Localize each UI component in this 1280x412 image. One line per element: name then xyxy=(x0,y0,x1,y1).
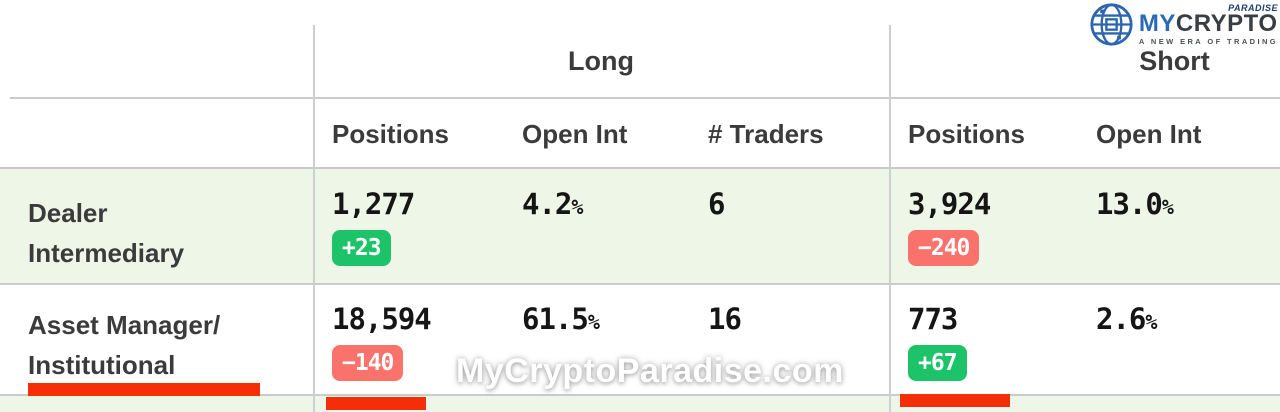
traders-value: 16 xyxy=(708,302,742,336)
cell-cutoff xyxy=(1269,285,1280,394)
cell-cutoff xyxy=(1269,169,1280,283)
percent-sign: % xyxy=(1161,195,1174,219)
red-marker-underline xyxy=(326,397,426,410)
cell-long-positions: 18,594 −140 xyxy=(313,285,503,394)
change-badge-wrap: −240 xyxy=(908,230,1077,266)
section-divider-right xyxy=(889,25,891,412)
change-badge: −240 xyxy=(908,230,980,266)
open-int-value: 4.2% xyxy=(522,187,583,221)
col-header-cutoff xyxy=(1269,97,1280,167)
cell-short-open-int: 2.6% xyxy=(1077,285,1269,394)
col-header-long-open-int: Open Int xyxy=(522,119,628,149)
red-marker-underline xyxy=(900,394,1010,407)
cell-short-positions: 773 +67 xyxy=(889,285,1077,394)
cell-short-open-int: 13.0% xyxy=(1077,169,1269,283)
logo-paradise-label: PARADISE xyxy=(1228,3,1278,13)
percent-sign: % xyxy=(571,195,583,219)
logo-text: PARADISE MYCRYPTO A NEW ERA OF TRADING xyxy=(1139,3,1278,46)
globe-icon xyxy=(1090,3,1133,46)
section-header-short: Short xyxy=(1139,45,1210,76)
open-int-value: 2.6% xyxy=(1096,302,1157,336)
row-label: Asset Manager/ Institutional xyxy=(0,285,313,394)
row-label-line: Dealer xyxy=(28,198,108,228)
open-int-value: 13.0% xyxy=(1096,187,1174,221)
table-row-dealer-intermediary: Dealer Intermediary 1,277 +23 4.2% 6 3,9… xyxy=(0,169,1280,285)
traders-value: 6 xyxy=(708,187,725,221)
header-divider-line xyxy=(10,97,1280,99)
section-header-long: Long xyxy=(568,45,634,76)
change-badge: −140 xyxy=(332,345,404,381)
change-badge-wrap: −140 xyxy=(332,345,503,381)
row-label-line: Intermediary xyxy=(28,238,185,268)
row-label: Dealer Intermediary xyxy=(0,169,313,283)
cell-short-positions: 3,924 −240 xyxy=(889,169,1077,283)
red-marker-underline xyxy=(28,383,260,396)
row-label-line: Asset Manager/ xyxy=(28,310,221,340)
row-label-line: Institutional xyxy=(28,350,176,380)
positions-value: 1,277 xyxy=(332,187,415,221)
logo-tagline: A NEW ERA OF TRADING xyxy=(1138,37,1278,46)
watermark: MyCryptoParadise.com xyxy=(456,352,844,390)
positions-value: 3,924 xyxy=(908,187,991,221)
percent-sign: % xyxy=(1145,310,1157,334)
logo-brand-name: MYCRYPTO xyxy=(1138,10,1278,37)
corner-spacer xyxy=(0,25,313,97)
table-row-partial xyxy=(0,396,1280,412)
brand-logo: PARADISE MYCRYPTO A NEW ERA OF TRADING xyxy=(1089,2,1278,47)
table-row-asset-manager-institutional: Asset Manager/ Institutional 18,594 −140… xyxy=(0,285,1280,396)
positions-value: 773 xyxy=(908,302,958,336)
change-badge: +67 xyxy=(908,345,967,381)
cell-long-open-int: 4.2% xyxy=(503,169,689,283)
col-header-short-positions: Positions xyxy=(908,119,1026,149)
col-header-short-open-int: Open Int xyxy=(1096,119,1202,149)
col-header-long-traders: # Traders xyxy=(708,119,824,149)
percent-sign: % xyxy=(587,310,600,334)
cell-long-open-int: 61.5% xyxy=(503,285,689,394)
change-badge: +23 xyxy=(332,230,391,266)
cell-long-traders: 16 xyxy=(689,285,889,394)
column-header-row: Positions Open Int # Traders Positions O… xyxy=(0,97,1280,169)
section-header-row: Long Short xyxy=(0,0,1280,97)
change-badge-wrap: +23 xyxy=(332,230,503,266)
change-badge-wrap: +67 xyxy=(908,345,1077,381)
positions-value: 18,594 xyxy=(332,302,432,336)
open-int-value: 61.5% xyxy=(522,302,600,336)
cell-long-positions: 1,277 +23 xyxy=(313,169,503,283)
col-header-long-positions: Positions xyxy=(332,119,450,149)
label-column-spacer xyxy=(0,97,313,167)
section-divider-left xyxy=(313,25,315,412)
cell-long-traders: 6 xyxy=(689,169,889,283)
